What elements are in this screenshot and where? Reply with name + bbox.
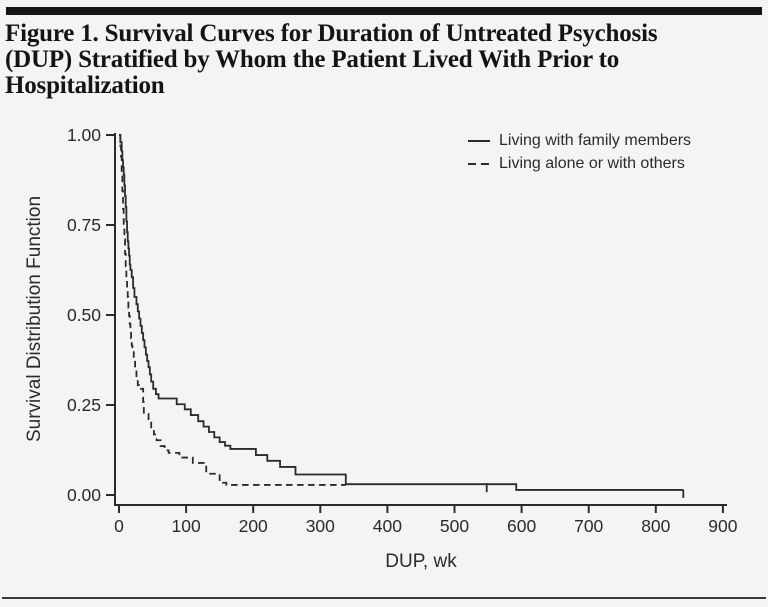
x-tick-label: 900 xyxy=(708,516,737,536)
x-axis-title: DUP, wk xyxy=(385,551,457,572)
x-tick-label: 700 xyxy=(574,516,603,536)
legend-item-family: Living with family members xyxy=(468,130,691,151)
figure-title: Figure 1. Survival Curves for Duration o… xyxy=(5,21,755,99)
y-tick-label: 0.50 xyxy=(67,305,101,325)
axis-lines xyxy=(114,133,727,506)
survival-curve-solid xyxy=(119,134,684,491)
x-tick-label: 0 xyxy=(114,516,124,536)
x-tick-label: 200 xyxy=(239,516,268,536)
figure-title-line-2: (DUP) Stratified by Whom the Patient Liv… xyxy=(5,46,619,73)
y-tick-label: 0.25 xyxy=(67,395,101,415)
chart-legend: Living with family members Living alone … xyxy=(468,130,691,174)
legend-item-alone: Living alone or with others xyxy=(468,153,691,174)
figure-title-line-1: Figure 1. Survival Curves for Duration o… xyxy=(5,20,658,47)
legend-label-alone: Living alone or with others xyxy=(499,154,685,172)
y-tick-label: 1.00 xyxy=(67,125,101,145)
x-tick-label: 400 xyxy=(373,516,402,536)
figure-title-line-3: Hospitalization xyxy=(5,72,165,99)
bottom-rule xyxy=(2,597,766,599)
x-tick-label: 800 xyxy=(641,516,670,536)
x-tick-label: 100 xyxy=(171,516,200,536)
y-tick-label: 0.00 xyxy=(67,485,101,505)
survival-curve-dashed xyxy=(119,134,346,486)
top-rule xyxy=(6,7,762,15)
y-tick-label: 0.75 xyxy=(67,215,101,235)
x-tick-label: 600 xyxy=(507,516,536,536)
x-tick-label: 300 xyxy=(306,516,335,536)
legend-line-dashed-icon xyxy=(468,162,490,165)
legend-line-solid-icon xyxy=(468,139,490,142)
x-tick-label: 500 xyxy=(440,516,469,536)
legend-label-family: Living with family members xyxy=(499,131,692,149)
y-axis-title: Survival Distribution Function xyxy=(24,196,45,442)
